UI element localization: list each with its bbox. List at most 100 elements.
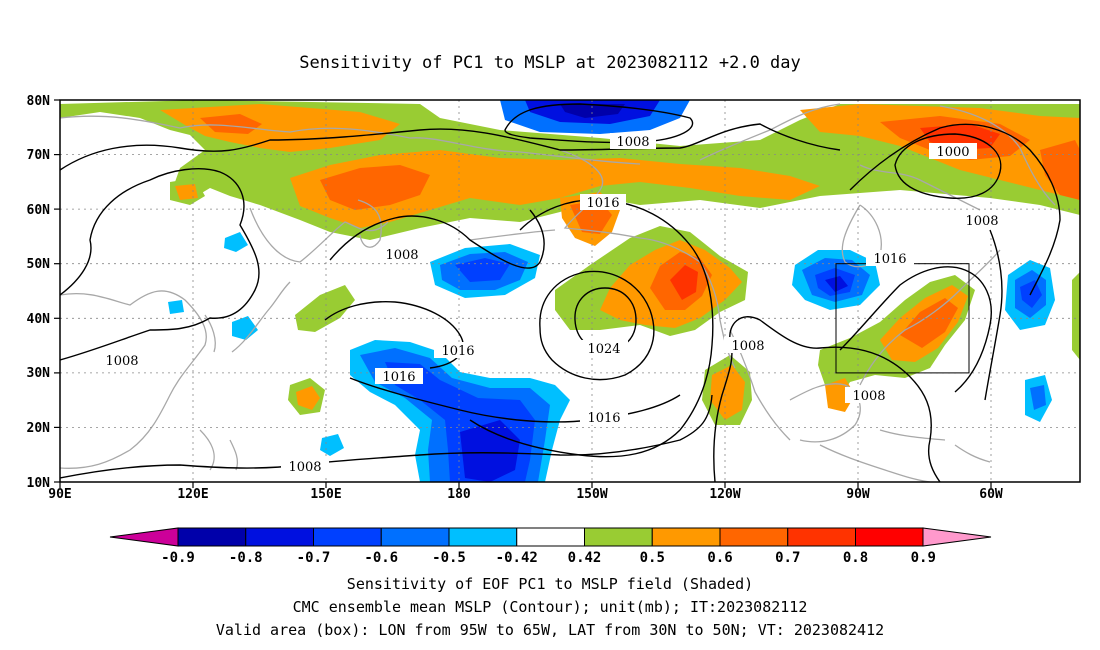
contour-1008-east-pacific [713,316,941,482]
shade-negative-small [224,232,248,252]
colorbar-segment [245,527,314,547]
colorbar-segment [651,527,721,547]
shade-positive-west-pacific [175,184,198,200]
shade-positive-orange-patch [200,114,262,134]
contour-1000-low [894,133,1002,199]
map-contents: 1008 1000 1016 1008 1008 1016 1024 1016 … [60,100,1080,482]
shade-positive-east-coast [900,298,958,348]
lat-label: 20N [27,421,51,436]
contour-label: 1016 [441,344,474,359]
colorbar: -0.9 -0.8 -0.7 -0.6 -0.5 -0.42 0.42 0.5 … [109,527,992,566]
colorbar-label: -0.7 [297,550,331,566]
colorbar-min-arrow [109,527,179,547]
contour-label: 1016 [873,252,906,267]
colorbar-label: 0.7 [775,550,800,566]
contour-1008-icelandic [849,123,1061,296]
lon-label: 90E [48,487,71,502]
coastline-us-east [859,249,1001,386]
coastline-caribbean [879,429,991,463]
coastline-china [60,290,207,469]
shade-negative-atlantic [1030,385,1046,410]
figure-title: Sensitivity of PC1 to MSLP at 2023082112… [299,53,801,73]
contour-1024-high [539,270,655,381]
lat-label: 80N [27,94,51,109]
colorbar-label: -0.5 [432,550,466,566]
contour-label: 1008 [852,389,885,404]
lon-label: 60W [979,487,1003,502]
shade-negative-small [320,434,344,456]
lon-label: 150E [310,487,341,502]
coastline-korea [204,314,216,353]
coastline-kamchatka [357,199,382,248]
lat-label: 10N [27,476,51,491]
colorbar-label: 0.5 [640,550,665,566]
colorbar-segment [719,527,789,547]
colorbar-label: -0.9 [161,550,195,566]
coastline-hudson [841,204,882,268]
colorbar-segment [313,527,382,547]
coastline-canada-arctic [699,103,981,211]
colorbar-label: -0.8 [229,550,263,566]
shade-negative-central-pacific [460,420,520,482]
contour-1008-west [60,168,260,361]
map-frame [59,99,1081,483]
contour-label: 1008 [965,214,998,229]
lat-label: 70N [27,148,51,163]
contour-1016-gulf [839,266,992,393]
contour-label: 1008 [616,135,649,150]
colorbar-segment [448,527,518,547]
coastline-siberia [60,115,641,165]
lon-label: 120W [709,487,740,502]
caption-line-3: Valid area (box): LON from 95W to 65W, L… [216,621,884,639]
lat-label: 50N [27,257,51,272]
colorbar-label: 0.42 [568,550,602,566]
shade-positive-west-pacific [296,386,320,410]
lon-label: 90W [846,487,870,502]
axis-ticks [54,99,992,488]
colorbar-segment [516,527,585,547]
coastline-japan [231,281,291,353]
shade-positive-ne-pacific [670,265,698,300]
contour-label: 1016 [382,370,415,385]
lon-label: 120E [177,487,208,502]
contour-label: 1008 [385,248,418,263]
lon-label: 180 [447,487,471,502]
shade-negative-arctic-core [560,104,625,118]
shade-negative-small [168,300,184,314]
colorbar-label: -0.42 [496,550,538,566]
contour-1008-aleutian [329,209,545,269]
contour-label: 1000 [936,145,969,160]
colorbar-segment [380,527,450,547]
colorbar-segment [584,527,653,547]
colorbar-segment [177,527,247,547]
shade-positive-arctic-orange [290,150,820,228]
caption-line-1: Sensitivity of EOF PC1 to MSLP field (Sh… [347,575,753,593]
lat-label: 60N [27,203,51,218]
latitude-axis: 80N 70N 60N 50N 40N 30N 20N 10N [27,94,51,491]
caption-line-2: CMC ensemble mean MSLP (Contour); unit(m… [293,598,808,616]
coastline-central-america [819,444,931,482]
lat-label: 30N [27,366,51,381]
contour-label: 1008 [105,354,138,369]
shade-positive-arctic-dark [320,165,430,210]
lat-label: 40N [27,312,51,327]
colorbar-segment [855,527,924,547]
colorbar-label: 0.8 [843,550,868,566]
colorbar-label: -0.6 [364,550,398,566]
contour-1008-arctic-inner [504,103,694,144]
colorbar-label: 0.6 [707,550,732,566]
contour-label: 1008 [731,339,764,354]
contour-label: 1016 [586,196,619,211]
contour-1008-south [60,394,713,479]
contour-1016-central [349,377,681,423]
shade-positive-west-pacific [295,285,355,332]
coastline-alaska [559,149,736,369]
shade-negative-small [232,316,258,340]
longitude-axis: 90E 120E 150E 180 150W 120W 90W 60W [48,487,1003,502]
contour-1008-north [60,123,841,171]
coastline-aleutians [469,229,556,241]
colorbar-max-arrow [922,527,992,547]
coastlines [60,103,1056,482]
contour-label: 1024 [587,342,620,357]
